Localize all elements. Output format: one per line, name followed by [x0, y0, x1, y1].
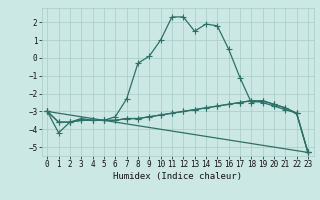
X-axis label: Humidex (Indice chaleur): Humidex (Indice chaleur): [113, 172, 242, 181]
